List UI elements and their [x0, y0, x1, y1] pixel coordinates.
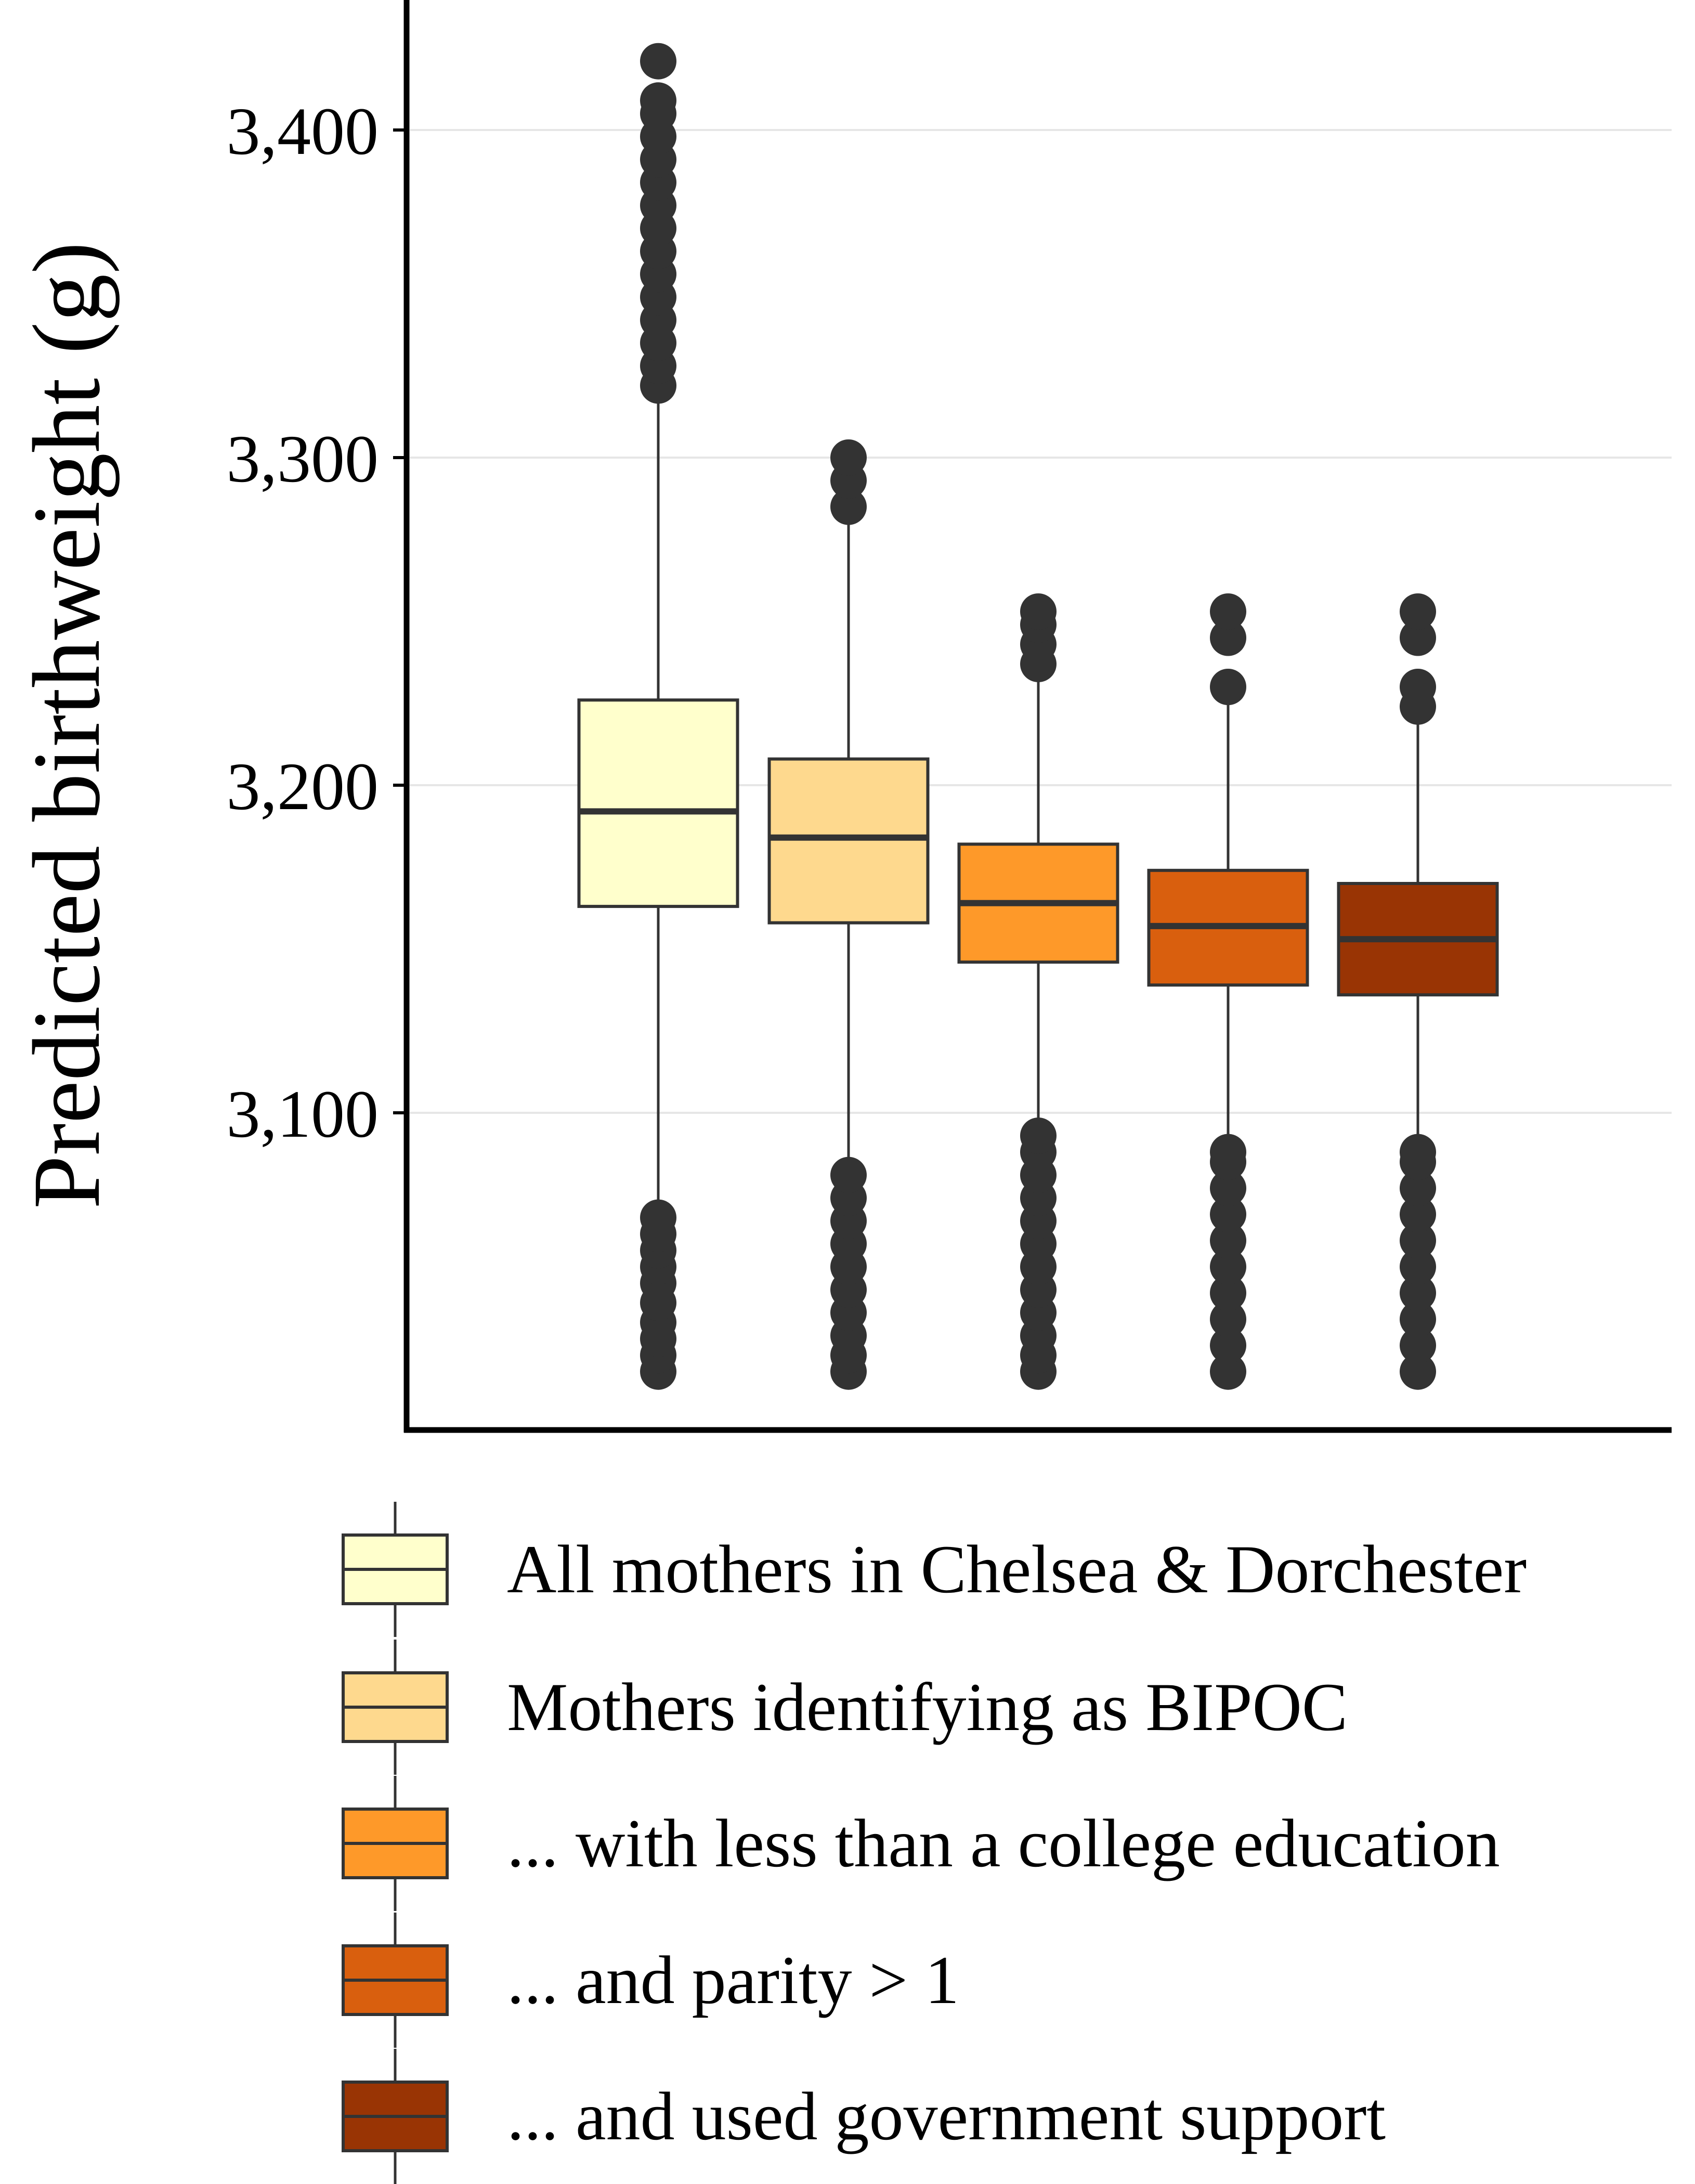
- box-group-4: [1147, 593, 1309, 1390]
- outlier-point: [1400, 1169, 1436, 1206]
- outlier-point: [1400, 1222, 1436, 1259]
- legend-label: ... and parity > 1: [507, 1942, 959, 2018]
- outlier-point: [830, 439, 867, 476]
- outlier-point: [1400, 1249, 1436, 1285]
- outlier-point: [1210, 593, 1246, 630]
- axes: [403, 0, 1672, 1433]
- y-tick-label: 3,100: [227, 1077, 379, 1152]
- outlier-point: [1400, 1134, 1436, 1171]
- legend: All mothers in Chelsea & Dorchester Mothe…: [342, 1502, 1527, 2184]
- outlier-point: [1400, 1301, 1436, 1337]
- legend-item-5: ... and used government support: [342, 2049, 1386, 2184]
- box: [577, 698, 739, 908]
- outlier-point: [1210, 1196, 1246, 1233]
- box-group-1: [577, 43, 739, 1390]
- legend-label: Mothers identifying as BIPOC: [507, 1669, 1348, 1745]
- legend-label: ... and used government support: [507, 2078, 1386, 2154]
- outlier-point: [830, 1156, 867, 1193]
- y-tick-labels: 3,100 3,200 3,300 3,400: [227, 94, 379, 1152]
- outlier-point: [640, 43, 676, 80]
- y-tick-label: 3,400: [227, 94, 379, 169]
- outlier-point: [1400, 669, 1436, 705]
- outlier-point: [1400, 593, 1436, 630]
- box-group-5: [1337, 593, 1499, 1390]
- legend-item-2: Mothers identifying as BIPOC: [342, 1640, 1348, 1775]
- outlier-point: [1400, 1353, 1436, 1390]
- box-plots: [577, 43, 1499, 1390]
- legend-label: ... with less than a college education: [507, 1805, 1500, 1881]
- outlier-point: [1210, 1222, 1246, 1259]
- outlier-point: [1020, 1117, 1057, 1154]
- outlier-point: [830, 488, 867, 525]
- outlier-point: [1210, 1169, 1246, 1206]
- outlier-point: [1400, 619, 1436, 656]
- outlier-point: [1210, 1275, 1246, 1311]
- outlier-point: [1210, 1301, 1246, 1337]
- y-axis-title: Predicted birthweight (g): [14, 242, 120, 1209]
- outlier-point: [1400, 1327, 1436, 1364]
- outlier-point: [1210, 1134, 1246, 1171]
- outlier-point: [640, 82, 676, 119]
- outlier-point: [1400, 1275, 1436, 1311]
- outlier-point: [1210, 619, 1246, 656]
- box-group-3: [957, 593, 1119, 1390]
- legend-item-4: ... and parity > 1: [342, 1913, 959, 2048]
- y-tick-label: 3,200: [227, 749, 379, 824]
- legend-label: All mothers in Chelsea & Dorchester: [507, 1531, 1527, 1607]
- box: [767, 757, 930, 925]
- outlier-point: [1210, 1353, 1246, 1390]
- outlier-point: [1210, 1249, 1246, 1285]
- y-tick-label: 3,300: [227, 422, 379, 497]
- legend-item-1: All mothers in Chelsea & Dorchester: [342, 1502, 1527, 1637]
- outlier-point: [1210, 1327, 1246, 1364]
- box-group-2: [767, 439, 930, 1390]
- outlier-point: [1020, 593, 1057, 630]
- legend-item-3: ... with less than a college education: [342, 1776, 1500, 1911]
- outlier-point: [640, 1199, 676, 1236]
- outlier-point: [1210, 669, 1246, 705]
- outlier-point: [1400, 1196, 1436, 1233]
